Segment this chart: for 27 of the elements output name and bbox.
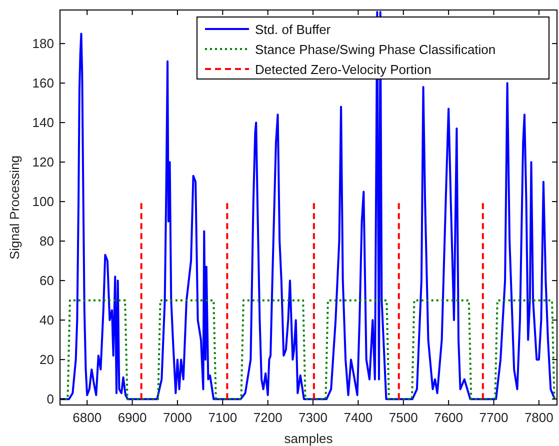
x-tick-label: 7700 <box>479 410 508 425</box>
legend-label: Stance Phase/Swing Phase Classification <box>255 42 496 57</box>
y-tick-label: 140 <box>32 115 54 130</box>
y-tick-label: 80 <box>40 234 54 249</box>
x-tick-label: 7800 <box>524 410 554 425</box>
legend-label: Std. of Buffer <box>255 22 332 37</box>
y-tick-label: 20 <box>40 352 54 368</box>
line-series <box>60 10 556 400</box>
legend-label: Detected Zero-Velocity Portion <box>255 62 432 77</box>
x-tick-label: 7400 <box>344 410 373 425</box>
y-tick-label: 60 <box>40 273 54 288</box>
x-axis-title: samples <box>284 431 334 446</box>
x-tick-label: 6800 <box>72 410 102 425</box>
y-tick-label: 120 <box>32 154 54 170</box>
x-tick-label: 7000 <box>163 410 192 425</box>
x-tick-label: 7500 <box>388 410 418 425</box>
x-tick-label: 6900 <box>118 410 147 425</box>
x-tick-label: 7300 <box>298 410 328 425</box>
y-tick-label: 40 <box>40 312 54 328</box>
x-tick-label: 7600 <box>434 410 464 425</box>
y-tick-label: 160 <box>32 76 54 91</box>
x-tick-label: 7100 <box>208 410 238 425</box>
y-tick-label: 180 <box>32 36 54 52</box>
y-tick-label: 0 <box>46 392 54 407</box>
y-tick-label: 100 <box>32 194 54 210</box>
y-axis-title: Signal Processing <box>7 155 22 260</box>
x-tick-label: 7200 <box>253 410 282 425</box>
